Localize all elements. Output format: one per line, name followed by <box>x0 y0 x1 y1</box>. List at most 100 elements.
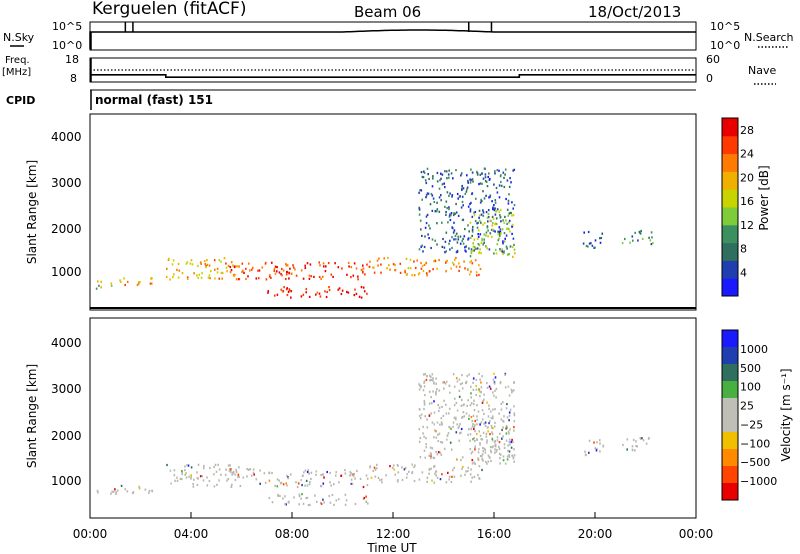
velocity-cell <box>474 424 476 427</box>
velocity-cell <box>290 473 292 476</box>
power-cell <box>316 291 319 294</box>
power-cell <box>494 172 496 175</box>
power-cell <box>453 229 456 232</box>
power-cell <box>494 213 497 216</box>
power-cell <box>500 184 503 187</box>
velocity-cell <box>506 458 509 461</box>
velocity-cell <box>344 469 346 472</box>
velocity-cell <box>458 389 461 392</box>
power-cell <box>468 247 470 250</box>
power-cell <box>428 177 430 181</box>
freq-tick-bottom: 8 <box>70 72 77 85</box>
velocity-cell <box>345 499 348 502</box>
power-cell <box>445 270 447 273</box>
power-cell <box>491 215 494 218</box>
velocity-cell <box>508 411 511 414</box>
velocity-cell <box>268 496 271 500</box>
velocity-cell <box>303 471 305 474</box>
velocity-cell <box>435 474 437 477</box>
power-cell <box>470 201 472 204</box>
power-cell <box>429 203 432 206</box>
power-cell <box>451 195 453 198</box>
velocity-cell <box>483 447 486 450</box>
power-cell <box>470 168 472 171</box>
velocity-cell <box>641 437 643 440</box>
power-cell <box>509 211 512 214</box>
power-cell <box>487 175 489 179</box>
power-cell <box>97 280 99 283</box>
power-cell <box>362 286 365 289</box>
velocity-cell <box>472 423 474 426</box>
velocity-cell <box>431 402 433 405</box>
velocity-cell <box>397 464 399 467</box>
velocity-cell <box>491 426 493 429</box>
velocity-cell <box>511 391 513 394</box>
velocity-cell <box>456 458 458 461</box>
power-cell <box>233 274 235 277</box>
power-cell <box>322 275 324 278</box>
velocity-cell <box>349 470 352 474</box>
velocity-colorbar-swatch <box>722 398 738 416</box>
velocity-cell <box>499 457 501 460</box>
velocity-cell <box>445 481 448 484</box>
velocity-cell <box>467 466 470 469</box>
power-cell <box>650 243 653 246</box>
power-cell <box>469 210 472 213</box>
power-cell <box>461 239 464 242</box>
power-cell <box>366 263 368 266</box>
power-cell <box>485 245 487 248</box>
power-cell <box>478 209 481 212</box>
power-cell <box>476 170 478 173</box>
power-cell <box>583 231 585 234</box>
power-cell <box>460 206 463 209</box>
power-cell <box>451 246 453 249</box>
power-cell <box>652 242 654 245</box>
power-cell <box>420 245 422 248</box>
power-cell <box>464 267 466 270</box>
power-cell <box>503 232 506 235</box>
velocity-cell <box>466 404 468 407</box>
beam-title: Beam 06 <box>354 3 421 21</box>
power-cell <box>236 265 239 268</box>
velocity-cell <box>484 448 487 451</box>
power-cell <box>498 169 500 172</box>
velocity-cell <box>493 372 495 375</box>
power-cell <box>137 282 140 285</box>
velocity-cell <box>489 449 492 452</box>
power-cell <box>197 264 199 267</box>
velocity-cell <box>502 420 505 423</box>
velocity-cell <box>495 396 497 399</box>
velocity-cell <box>461 416 463 419</box>
x-tick-label: 16:00 <box>477 527 512 541</box>
power-cell <box>471 230 474 233</box>
power-cell <box>309 263 312 266</box>
velocity-cell <box>271 471 273 475</box>
power-cell <box>386 267 388 270</box>
velocity-cell <box>418 440 421 443</box>
power-cell <box>594 239 597 242</box>
power-cell <box>419 219 422 222</box>
power-cell <box>286 270 288 274</box>
power-cell <box>453 213 455 217</box>
velocity-cell <box>238 475 240 478</box>
power-cell <box>420 189 423 192</box>
power-cell <box>506 179 509 182</box>
velocity-cell <box>455 418 457 421</box>
velocity-cell <box>301 493 303 496</box>
power-cell <box>455 251 458 254</box>
power-cell <box>591 244 594 247</box>
power-cell <box>286 264 289 267</box>
power-cell <box>466 188 468 191</box>
velocity-cell <box>481 468 483 472</box>
velocity-cell <box>602 444 604 447</box>
power-cell <box>431 185 434 188</box>
power-cell <box>467 224 469 227</box>
power-cell <box>440 199 442 202</box>
power-cell <box>511 214 513 217</box>
velocity-cell <box>422 373 425 376</box>
power-cell <box>176 268 178 271</box>
velocity-cell <box>274 484 276 487</box>
power-cell <box>487 229 489 232</box>
velocity-cell <box>423 403 426 406</box>
power-cell <box>448 206 450 209</box>
